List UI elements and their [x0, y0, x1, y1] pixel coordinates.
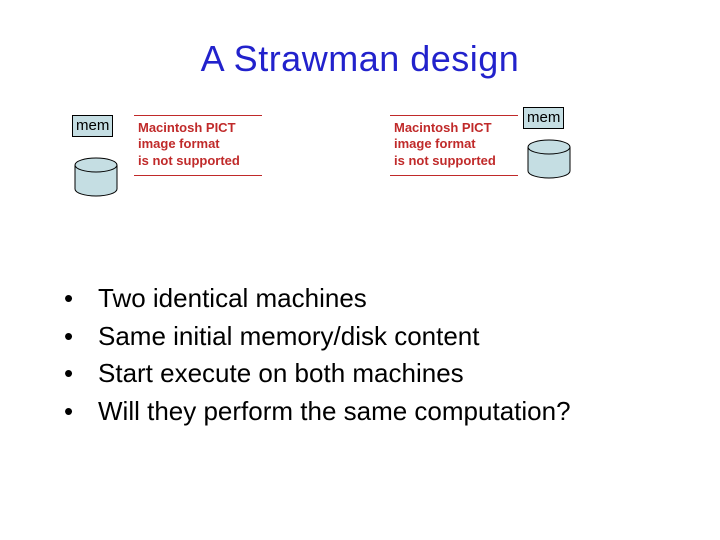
pict-line: is not supported	[394, 153, 518, 169]
bullet-text: Two identical machines	[98, 280, 367, 318]
pict-placeholder-left: Macintosh PICT image format is not suppo…	[134, 115, 262, 176]
bullet-list: • Two identical machines • Same initial …	[62, 280, 662, 431]
slide-title: A Strawman design	[0, 38, 720, 80]
disk-cylinder-icon	[527, 139, 571, 179]
bullet-dot-icon: •	[62, 355, 98, 393]
pict-line: is not supported	[138, 153, 262, 169]
pict-placeholder-right: Macintosh PICT image format is not suppo…	[390, 115, 518, 176]
bullet-text: Will they perform the same computation?	[98, 393, 571, 431]
pict-line: image format	[138, 136, 262, 152]
list-item: • Same initial memory/disk content	[62, 318, 662, 356]
bullet-dot-icon: •	[62, 318, 98, 356]
bullet-text: Same initial memory/disk content	[98, 318, 479, 356]
bullet-dot-icon: •	[62, 393, 98, 431]
pict-line: image format	[394, 136, 518, 152]
bullet-text: Start execute on both machines	[98, 355, 464, 393]
diagram-area: mem Macintosh PICT image format is not s…	[0, 107, 720, 227]
bullet-dot-icon: •	[62, 280, 98, 318]
list-item: • Will they perform the same computation…	[62, 393, 662, 431]
pict-line: Macintosh PICT	[394, 120, 518, 136]
pict-line: Macintosh PICT	[138, 120, 262, 136]
mem-box-right: mem	[523, 107, 564, 129]
list-item: • Start execute on both machines	[62, 355, 662, 393]
list-item: • Two identical machines	[62, 280, 662, 318]
mem-box-left: mem	[72, 115, 113, 137]
disk-cylinder-icon	[74, 157, 118, 197]
